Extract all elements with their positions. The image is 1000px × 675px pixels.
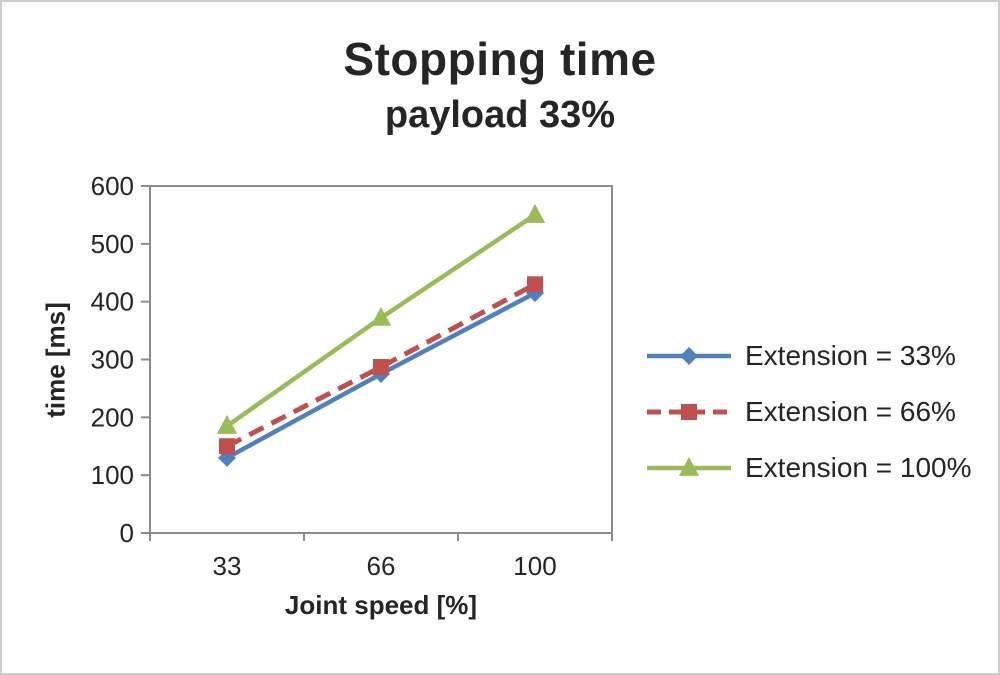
square-marker-icon (681, 404, 697, 420)
chart-title: Stopping time (343, 33, 657, 85)
legend-swatch (647, 457, 731, 476)
legend-item: Extension = 33% (645, 336, 972, 376)
y-tick-label: 0 (120, 518, 134, 548)
triangle-marker-icon (524, 203, 546, 223)
legend-label: Extension = 66% (745, 396, 956, 427)
square-marker-icon (373, 359, 389, 376)
triangle-marker-icon (216, 415, 238, 434)
legend-swatch (647, 347, 731, 365)
x-tick-label: 100 (513, 551, 556, 581)
legend: Extension = 33% Extension = 66% Extension … (645, 336, 972, 488)
y-tick-label: 400 (91, 287, 134, 317)
triangle-marker-icon (370, 306, 392, 326)
y-axis-title: time [ms] (40, 302, 71, 418)
y-tick-label: 200 (91, 402, 134, 432)
y-tick-label: 100 (91, 460, 134, 490)
diamond-marker-icon (680, 347, 698, 365)
x-axis-title: Joint speed [%] (284, 590, 478, 620)
y-tick-label: 300 (91, 345, 134, 375)
y-tick-label: 600 (91, 171, 134, 201)
legend-label: Extension = 33% (745, 340, 956, 371)
legend-swatch (647, 404, 731, 420)
x-tick-label: 66 (367, 551, 396, 581)
series-line (225, 282, 537, 449)
chart-subtitle: payload 33% (384, 94, 616, 136)
legend-label: Extension = 100% (745, 452, 972, 483)
x-tick-label: 33 (213, 551, 242, 581)
legend-item: Extension = 66% (645, 392, 972, 432)
square-marker-icon (219, 438, 235, 455)
y-tick-label: 500 (91, 229, 134, 259)
square-marker-icon (527, 276, 543, 293)
legend-item: Extension = 100% (645, 448, 972, 488)
triangle-marker-icon (678, 457, 700, 476)
